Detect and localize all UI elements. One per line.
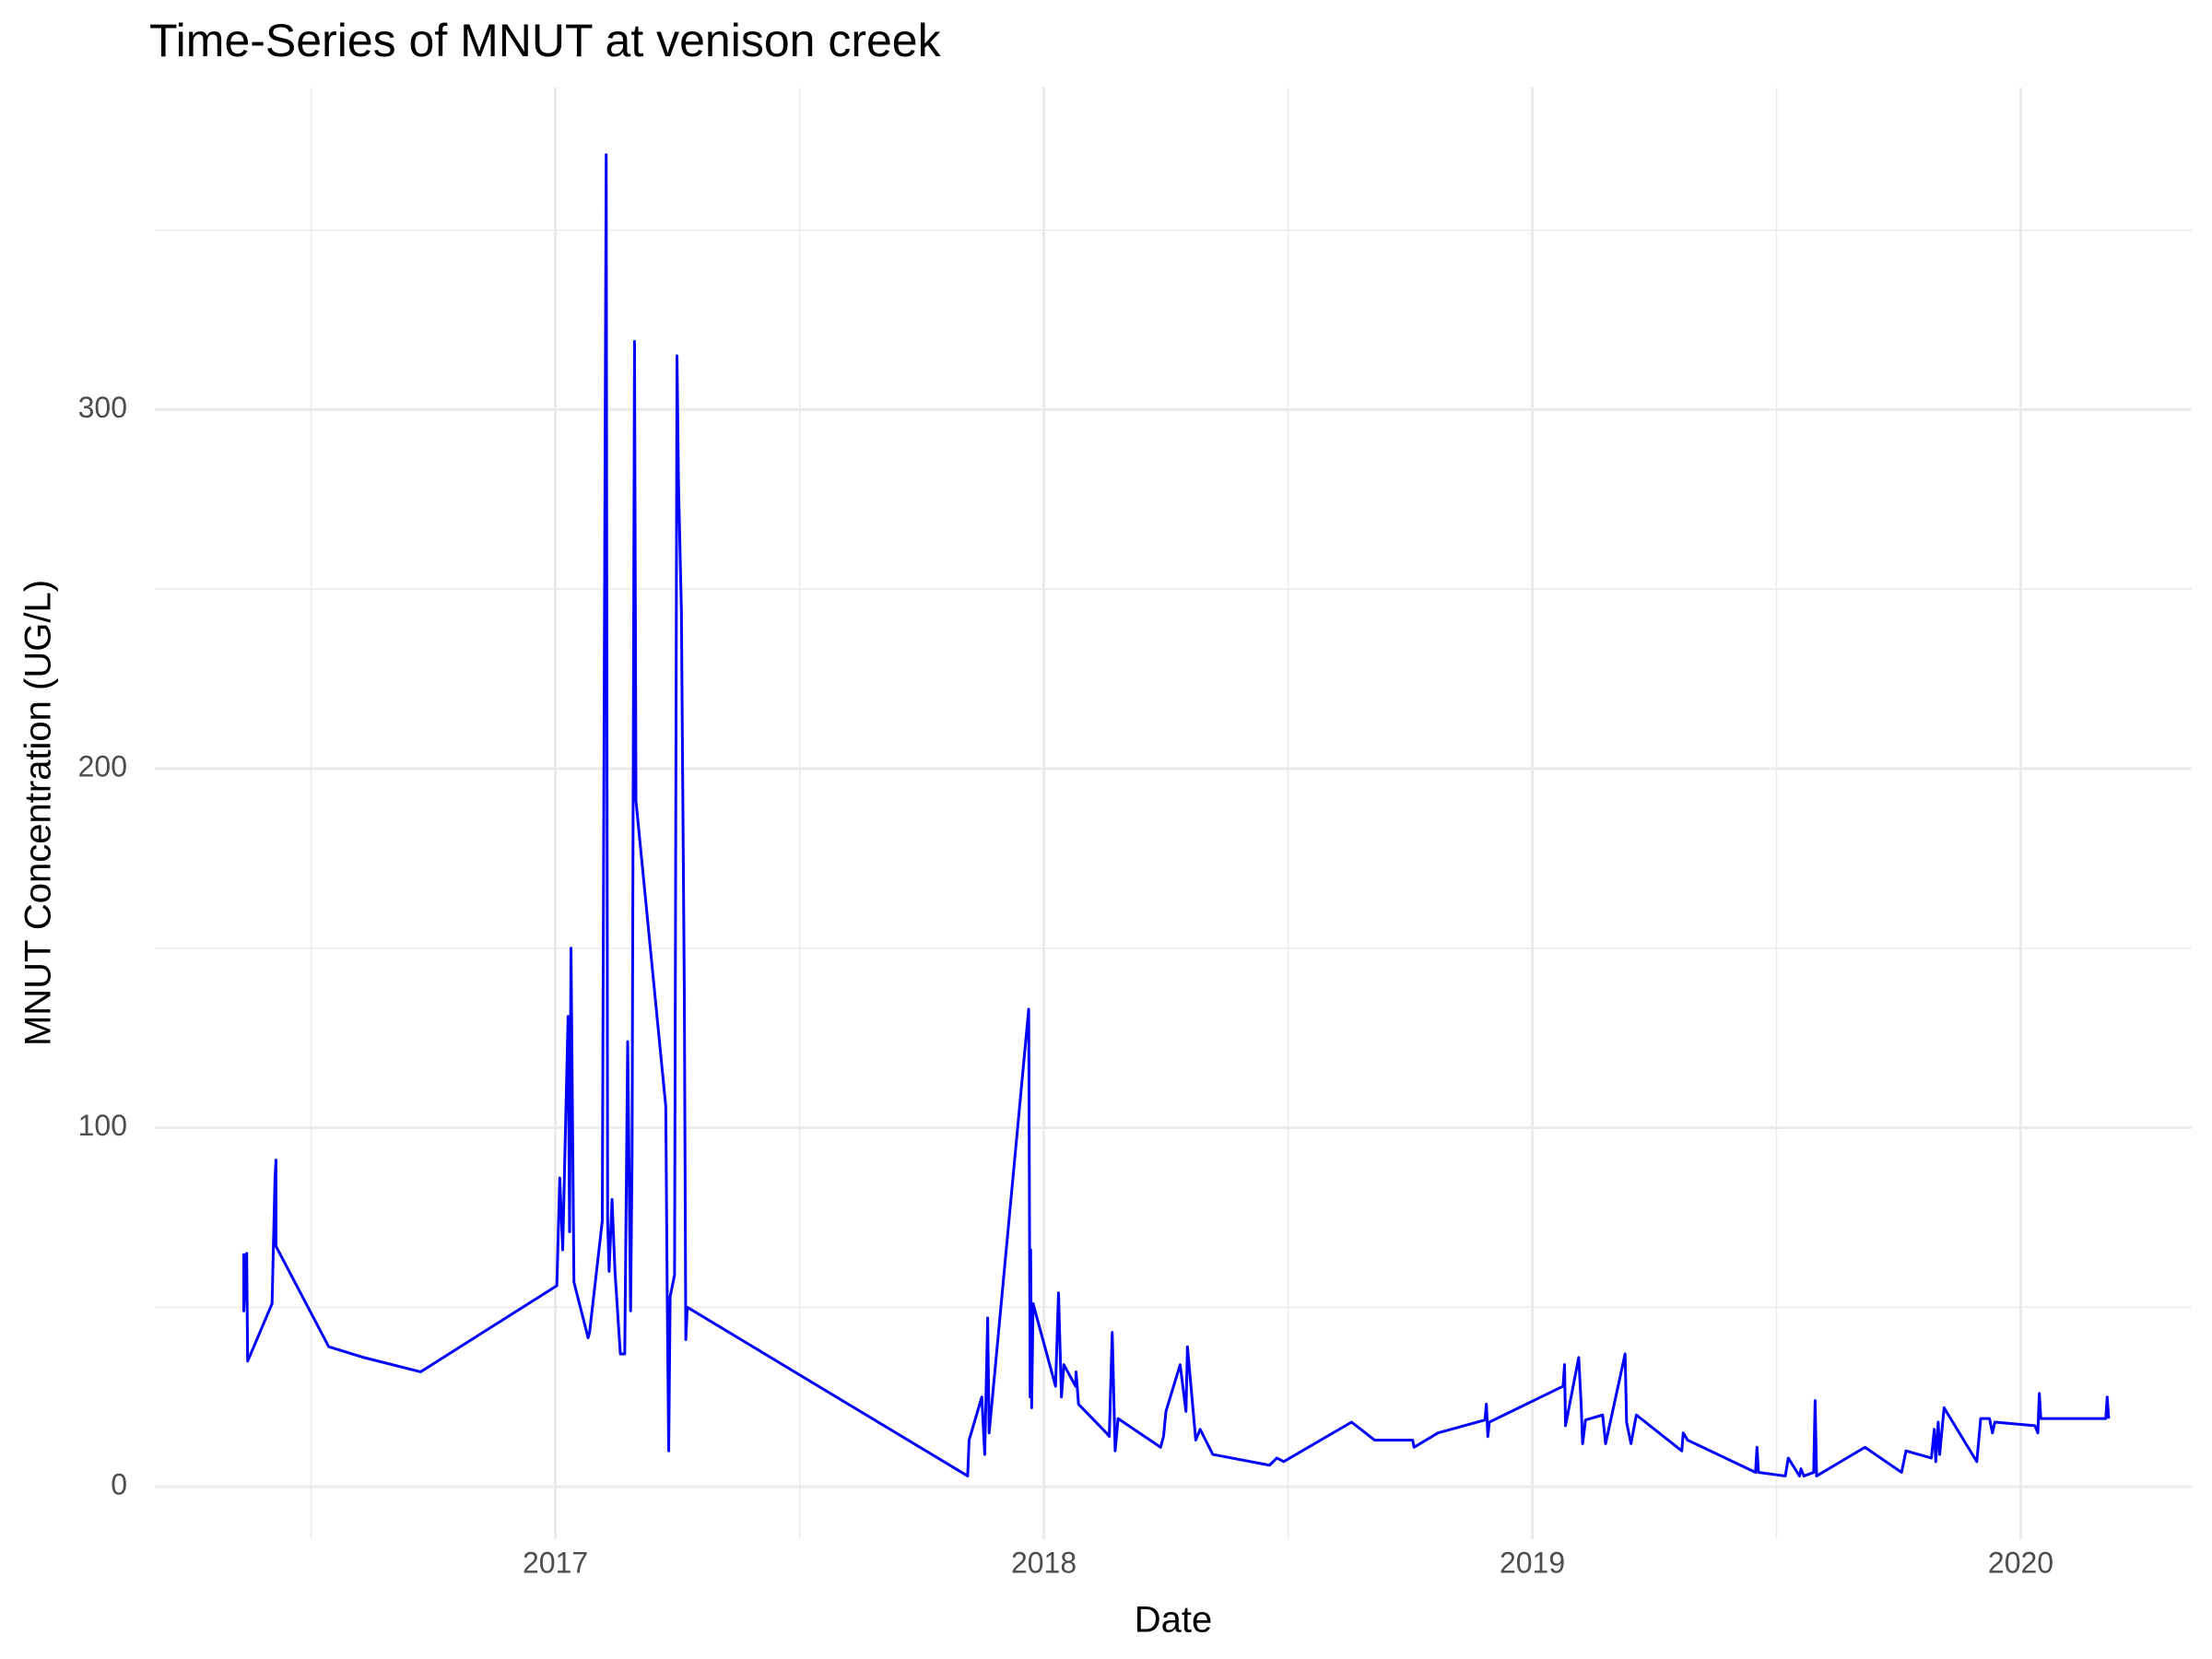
y-tick-label: 200 [78, 749, 127, 782]
y-axis-title: MNUT Concentration (UG/L) [18, 580, 59, 1046]
y-tick-label: 0 [111, 1468, 127, 1501]
x-tick-label: 2020 [1988, 1546, 2053, 1579]
x-tick-label: 2017 [523, 1546, 588, 1579]
plot-area [241, 153, 2111, 1477]
x-tick-label: 2018 [1011, 1546, 1077, 1579]
y-tick-label: 300 [78, 391, 127, 424]
y-tick-label: 100 [78, 1109, 127, 1142]
grid [155, 88, 2192, 1539]
x-tick-label: 2019 [1500, 1546, 1565, 1579]
data-line [241, 153, 2111, 1477]
chart-title: Time-Series of MNUT at venison creek [149, 15, 942, 66]
x-axis-title: Date [1135, 1600, 1213, 1641]
